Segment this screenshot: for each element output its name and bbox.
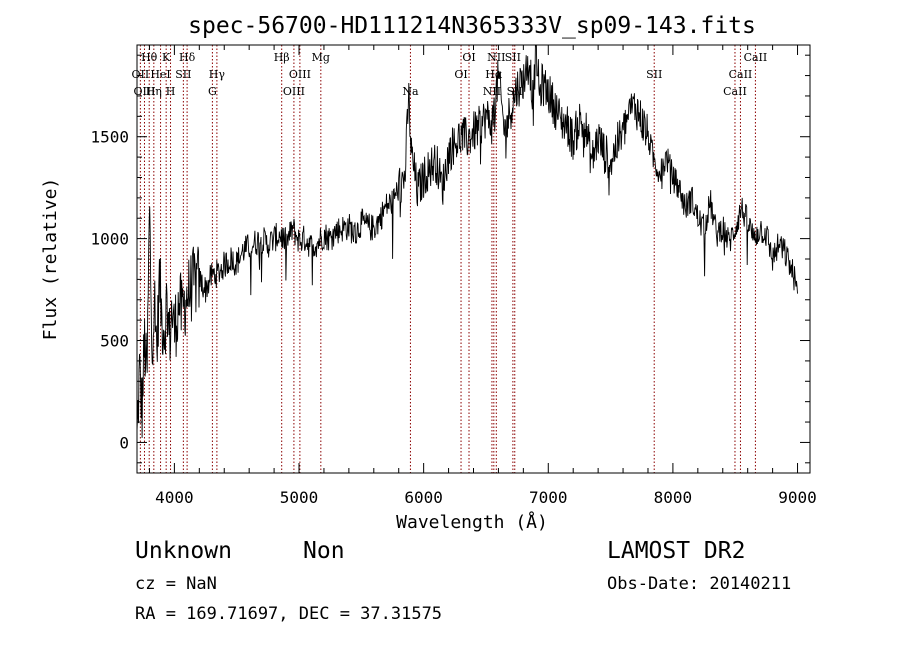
line-label-8: Hδ (179, 51, 196, 64)
observation-date: Obs-Date: 20140211 (607, 574, 792, 594)
line-label-11: Hβ (274, 51, 290, 64)
y-axis-label: Flux (relative) (40, 178, 61, 341)
line-label-24: CaII (723, 85, 747, 98)
spectrum-line (136, 45, 798, 438)
line-label-6: H (166, 85, 176, 98)
x-tick-label-5000: 5000 (280, 488, 319, 507)
line-label-0: Hθ (141, 51, 158, 64)
line-label-12: OIII (283, 85, 305, 98)
line-label-21: SII (505, 51, 521, 64)
line-label-26: CaII (744, 51, 768, 64)
x-tick-label-6000: 6000 (404, 488, 443, 507)
line-label-9: Hγ (209, 68, 226, 81)
y-tick-label-500: 500 (100, 332, 129, 351)
line-label-14: Mg (312, 51, 330, 64)
x-tick-label-9000: 9000 (778, 488, 817, 507)
y-tick-label-1000: 1000 (90, 230, 129, 249)
redshift-value: cz = NaN (135, 574, 217, 594)
survey-name: LAMOST DR2 (607, 538, 746, 564)
line-label-23: SII (646, 68, 662, 81)
chart-title: spec-56700-HD111214N365333V_sp09-143.fit… (188, 13, 756, 39)
x-tick-label-7000: 7000 (529, 488, 568, 507)
line-label-16: OI (454, 68, 467, 81)
x-axis-label: Wavelength (Å) (396, 511, 548, 533)
line-label-20: NII (487, 51, 505, 64)
spectral-line-markers (139, 45, 756, 473)
line-label-18: NII (483, 85, 501, 98)
axis-ticks: 4000 5000 6000 7000 8000 9000 0 500 1000 1500 (90, 45, 817, 507)
line-label-15: Na (402, 85, 419, 98)
line-label-17: OI (462, 51, 475, 64)
coordinates: RA = 169.71697, DEC = 37.31575 (135, 604, 443, 624)
line-label-4: HeI (150, 68, 170, 81)
y-tick-label-0: 0 (119, 433, 129, 452)
line-label-3: Hη (146, 85, 162, 98)
line-label-2: OIII (133, 85, 155, 98)
spectral-line-labels: HθOIIOIIIHηHeIKHSIIHδHγGHβOIIIOIIIMgNaOI… (132, 51, 768, 98)
line-label-25: CaII (729, 68, 753, 81)
x-tick-label-4000: 4000 (155, 488, 194, 507)
x-tick-label-8000: 8000 (654, 488, 693, 507)
line-label-13: OIII (289, 68, 311, 81)
object-class: Unknown (135, 538, 232, 564)
line-label-10: G (208, 85, 217, 98)
object-subclass: Non (303, 538, 345, 564)
line-label-5: K (162, 51, 171, 64)
y-tick-label-1500: 1500 (90, 128, 129, 147)
line-label-7: SII (175, 68, 191, 81)
line-label-1: OII (132, 68, 150, 81)
